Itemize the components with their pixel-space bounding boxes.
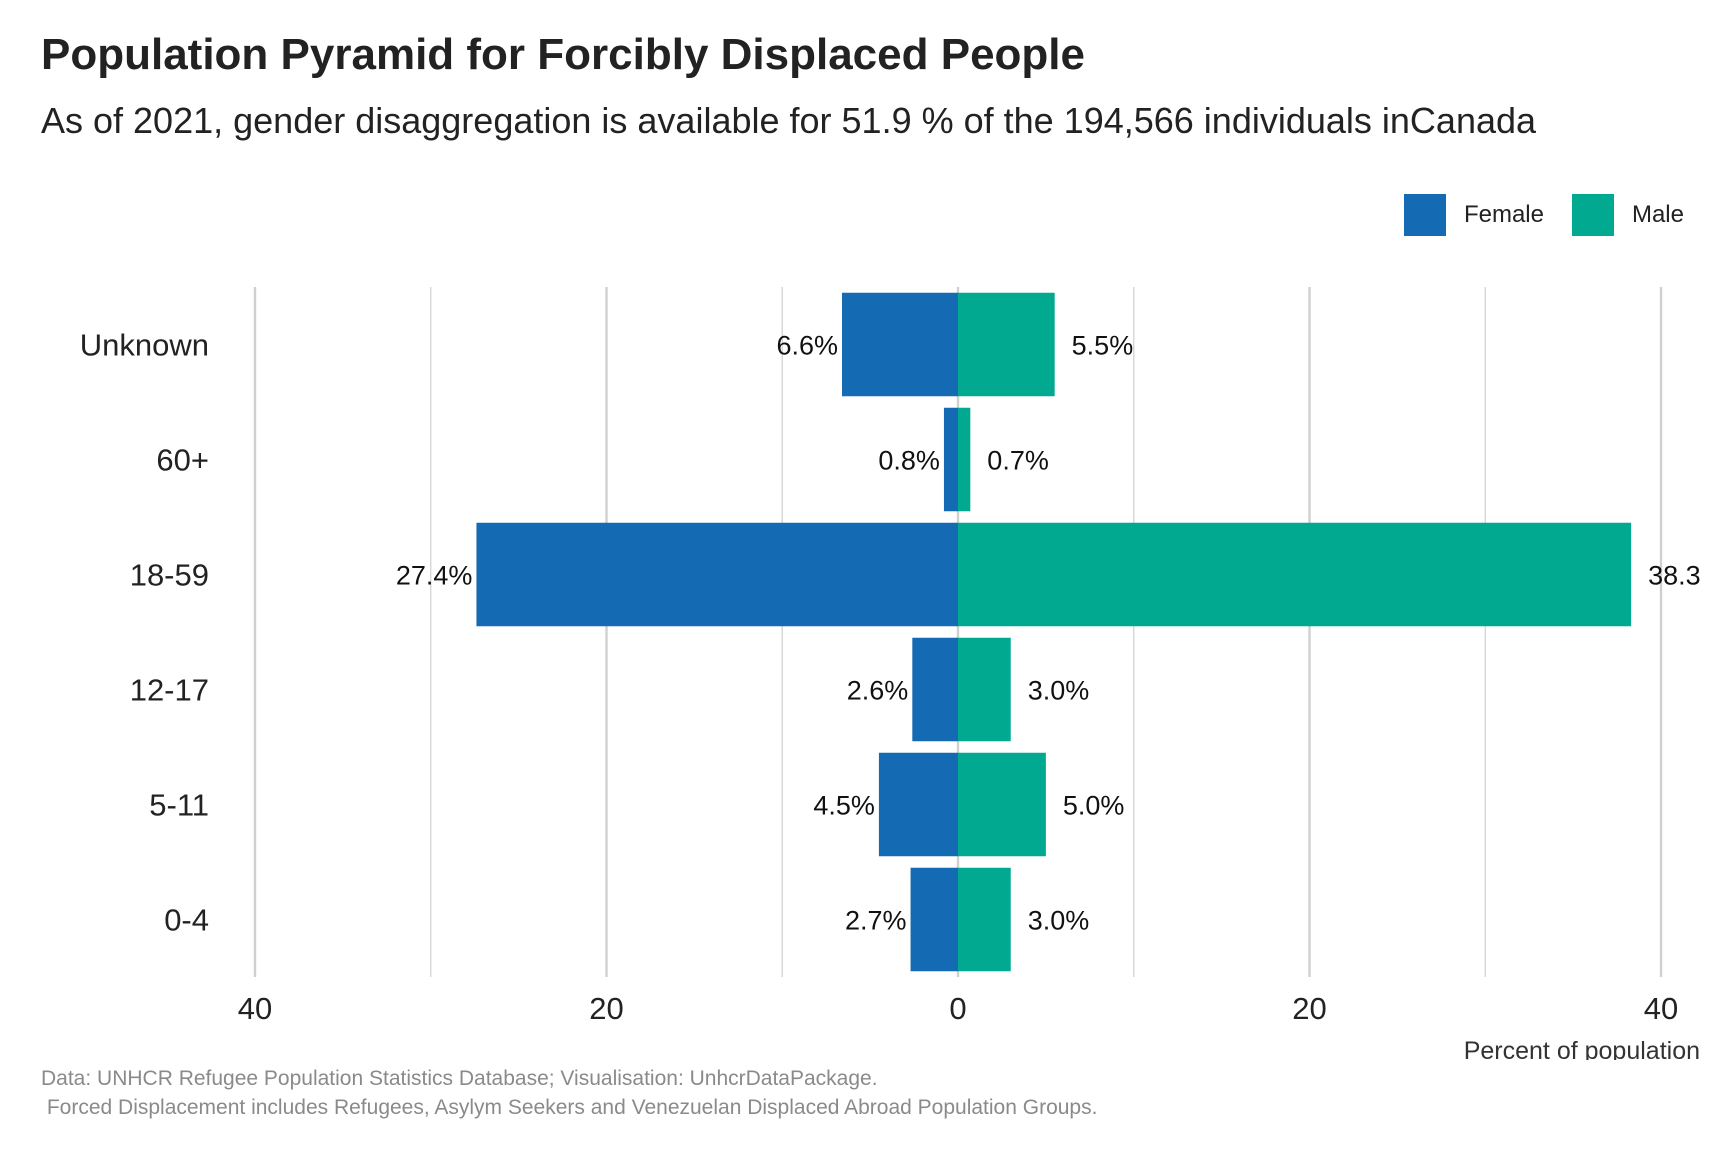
legend-item-male: Male [1571,194,1684,236]
data-label-male: 5.5% [1072,331,1134,361]
data-label-male: 5.0% [1063,791,1125,821]
caption-line-2: Forced Displacement includes Refugees, A… [41,1096,1098,1119]
bar-male-0-4 [958,867,1011,972]
x-tick-label: 40 [1644,991,1678,1026]
data-label-female: 4.5% [813,791,875,821]
y-tick-label: Unknown [80,328,209,363]
bar-female-5-11 [878,752,958,857]
bar-male-60+ [958,407,971,512]
chart-caption: Data: UNHCR Refugee Population Statistic… [41,1064,1097,1122]
chart-subtitle: As of 2021, gender disaggregation is ava… [41,100,1537,141]
legend-item-female: Female [1403,194,1544,236]
x-tick-label: 20 [1292,991,1326,1026]
bar-male-Unknown [958,292,1055,397]
legend-swatch-female [1403,194,1446,236]
legend-label-female: Female [1463,201,1544,228]
data-label-female: 27.4% [396,561,473,591]
bar-female-60+ [943,407,958,512]
population-pyramid-chart: Unknown 6.6% 5.5% 60+ 0.8% 0.7% 18-59 27.4% 38.3… [80,287,1701,1060]
bar-male-18-59 [958,522,1632,627]
x-tick-label: 0 [949,991,966,1026]
legend-swatch-male [1571,194,1614,236]
bar-female-Unknown [842,292,958,397]
y-tick-label: 0-4 [164,903,209,938]
x-axis-label: Percent of population [1464,1037,1700,1060]
data-label-female: 2.7% [845,906,907,936]
y-tick-label: 60+ [156,443,209,478]
data-label-female: 2.6% [847,676,909,706]
y-tick-label: 5-11 [149,788,209,823]
data-label-female: 0.8% [878,446,940,476]
y-tick-label: 18-59 [130,558,209,593]
bar-female-0-4 [910,867,958,972]
data-label-male: 3.0% [1028,906,1090,936]
y-tick-label: 12-17 [130,673,209,708]
data-label-male: 38.3 [1648,561,1701,591]
x-tick-label: 40 [238,991,272,1026]
data-label-female: 6.6% [776,331,838,361]
caption-line-1: Data: UNHCR Refugee Population Statistic… [41,1067,878,1090]
legend-label-male: Male [1631,201,1684,228]
data-label-male: 0.7% [987,446,1049,476]
bar-male-5-11 [958,752,1046,857]
x-tick-label: 20 [589,991,623,1026]
bar-female-12-17 [912,637,958,742]
bar-male-12-17 [958,637,1011,742]
data-label-male: 3.0% [1028,676,1090,706]
chart-title: Population Pyramid for Forcibly Displace… [41,30,1085,79]
legend: Female Male [1376,194,1684,236]
bar-female-18-59 [476,522,958,627]
